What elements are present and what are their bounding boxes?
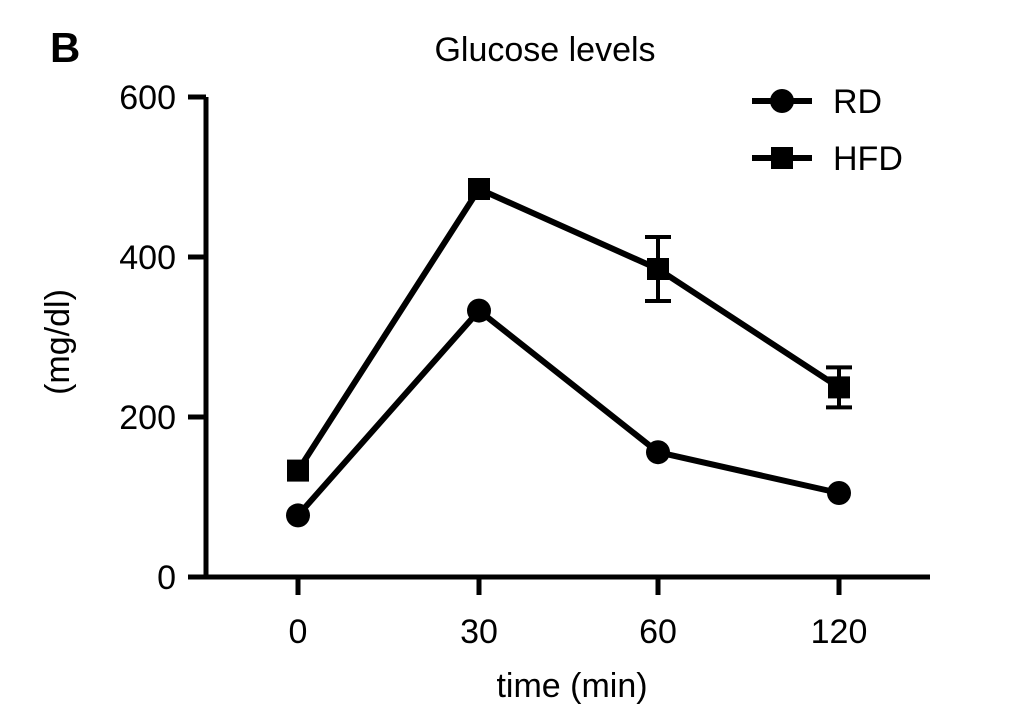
legend-label-hfd: HFD [833, 140, 903, 178]
data-point-rd [467, 298, 491, 323]
tick-labels: 0 200 400 600 0 30 60 120 [119, 79, 867, 651]
data-point-rd [827, 481, 851, 505]
legend: RD HFD [752, 83, 903, 178]
chart-title: Glucose levels [434, 31, 655, 69]
axes [188, 94, 930, 595]
y-tick-label: 200 [119, 399, 176, 437]
series-layer [286, 178, 852, 528]
data-point-hfd [287, 459, 309, 482]
series-hfd [287, 178, 852, 482]
series-line-rd [295, 307, 840, 518]
data-point-rd [646, 440, 670, 465]
panel-label: B [50, 24, 80, 71]
y-tick-label: 600 [119, 79, 176, 117]
data-point-rd [286, 503, 310, 528]
x-tick-label: 120 [811, 613, 868, 651]
x-tick-label: 30 [460, 613, 498, 651]
data-point-hfd [647, 258, 669, 280]
x-tick-label: 0 [289, 613, 308, 651]
x-tick-label: 60 [639, 613, 677, 651]
x-axis-label: time (min) [496, 667, 647, 705]
data-point-hfd [828, 376, 850, 399]
series-rd [286, 298, 851, 528]
legend-marker-rd [770, 89, 794, 113]
series-line-hfd [295, 186, 841, 473]
y-tick-label: 400 [119, 239, 176, 277]
y-tick-label: 0 [157, 559, 176, 597]
legend-label-rd: RD [833, 83, 882, 121]
legend-item-hfd: HFD [752, 140, 903, 178]
legend-item-rd: RD [752, 83, 882, 121]
y-axis-label: (mg/dl) [39, 289, 77, 395]
data-point-hfd [468, 178, 490, 200]
legend-marker-hfd [771, 147, 793, 169]
